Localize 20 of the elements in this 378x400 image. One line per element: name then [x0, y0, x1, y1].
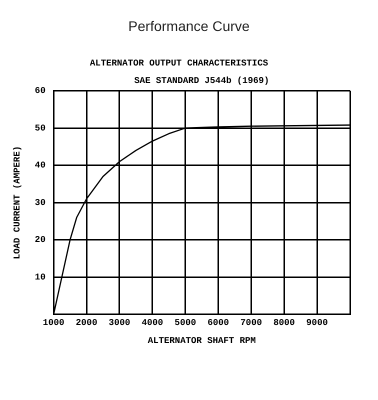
x-tick-label: 3000: [108, 318, 130, 328]
x-tick-label: 9000: [306, 318, 328, 328]
x-tick-label: 4000: [142, 318, 164, 328]
x-tick-label: 1000: [42, 318, 64, 328]
y-tick-label: 30: [34, 198, 46, 208]
text: SAE STANDARD J544b (1969): [134, 76, 270, 86]
x-tick-label: 6000: [207, 318, 230, 328]
y-axis-title: LOAD CURRENT (AMPERE): [12, 146, 23, 260]
y-tick-label: 20: [34, 235, 46, 246]
x-tick-label: 5000: [174, 318, 196, 328]
y-tick-label: 10: [34, 272, 46, 282]
x-tick-label: 8000: [273, 318, 295, 328]
y-tick-label: 50: [34, 123, 46, 134]
chart-subtitle: ALTERNATOR OUTPUT CHARACTERISTICS: [90, 58, 269, 69]
y-tick-label: 60: [34, 86, 46, 96]
chart-title: Performance Curve: [127, 17, 251, 36]
x-axis-title: ALTERNATOR SHAFT RPM: [148, 336, 256, 346]
y-tick-label: 40: [34, 160, 46, 171]
x-tick-label: 2000: [76, 318, 98, 328]
x-tick-label: 7000: [240, 318, 262, 328]
